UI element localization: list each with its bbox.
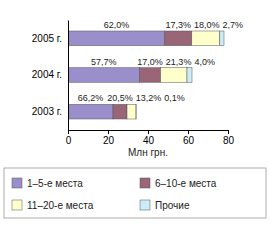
y-tick-label: 2003 г. (32, 106, 62, 117)
y-axis-line (68, 21, 69, 131)
legend-frame (4, 168, 266, 218)
legend-swatch (140, 178, 150, 188)
y-tick: 2004 г. (32, 69, 68, 80)
legend-label: 11–20-е места (27, 200, 94, 211)
share-label: 17,3% (166, 20, 192, 30)
legend-label: 1–5-е места (27, 178, 83, 189)
bar-segment (68, 68, 140, 83)
legend-label: 6–10-е места (155, 178, 217, 189)
bar-segment (127, 104, 136, 119)
y-axis: 2005 г. 2004 г. 2003 г. (32, 21, 69, 131)
share-label: 13,2% (136, 93, 162, 103)
legend-swatch (12, 200, 22, 210)
share-label: 17,0% (137, 57, 163, 67)
share-labels: 62,0% 17,3%18,0%2,7% 57,7% 17,0%21,3%4,0% 66… (78, 20, 243, 103)
y-tick-label: 2005 г. (32, 33, 62, 44)
bars (68, 31, 224, 119)
share-label: 66,2% (78, 93, 104, 103)
bar-segment (220, 31, 224, 46)
bar-segment (187, 68, 192, 83)
x-tick: 20 (103, 130, 115, 146)
x-tick: 60 (183, 130, 195, 146)
x-tick-mark (148, 130, 149, 134)
x-tick: 40 (143, 130, 155, 146)
bar-segment (68, 31, 165, 46)
x-tick-mark (108, 130, 109, 134)
share-label: 2,7% (223, 20, 244, 30)
legend-swatch (140, 200, 150, 210)
share-label: 62,0% (104, 20, 130, 30)
bar-segment (165, 31, 192, 46)
bar-segment (161, 68, 187, 83)
bar-segment (140, 68, 161, 83)
x-tick-mark (68, 130, 69, 134)
share-label: 21,3% (166, 57, 192, 67)
x-tick-label: 20 (103, 135, 115, 146)
x-axis-title: Млн грн. (128, 147, 168, 158)
bar-segment (113, 104, 127, 119)
legend-label: Прочие (155, 200, 190, 211)
share-label: 0,1% (164, 93, 185, 103)
chart: 62,0% 17,3%18,0%2,7% 57,7% 17,0%21,3%4,0% 66… (0, 0, 270, 225)
x-tick-label: 60 (183, 135, 195, 146)
bar-segment (68, 104, 113, 119)
share-label: 20,5% (107, 93, 133, 103)
legend: 1–5-е места 6–10-е места 11–20-е места Проч… (4, 168, 266, 218)
x-tick-label: 0 (66, 135, 72, 146)
share-label: 57,7% (91, 57, 117, 67)
x-tick: 80 (223, 130, 235, 146)
bar-segment (192, 31, 220, 46)
legend-swatch (12, 178, 22, 188)
x-tick-label: 80 (223, 135, 235, 146)
x-tick-mark (188, 130, 189, 134)
bar-segment (136, 104, 137, 119)
x-tick-mark (228, 130, 229, 134)
x-axis: 0 20 40 60 80 (66, 130, 235, 146)
share-label: 4,0% (194, 57, 215, 67)
x-tick: 0 (66, 130, 72, 146)
share-label: 18,0% (194, 20, 220, 30)
y-tick: 2003 г. (32, 106, 68, 117)
y-tick: 2005 г. (32, 33, 68, 44)
x-axis-line (69, 131, 229, 135)
y-tick-label: 2004 г. (32, 69, 62, 80)
x-tick-label: 40 (143, 135, 155, 146)
